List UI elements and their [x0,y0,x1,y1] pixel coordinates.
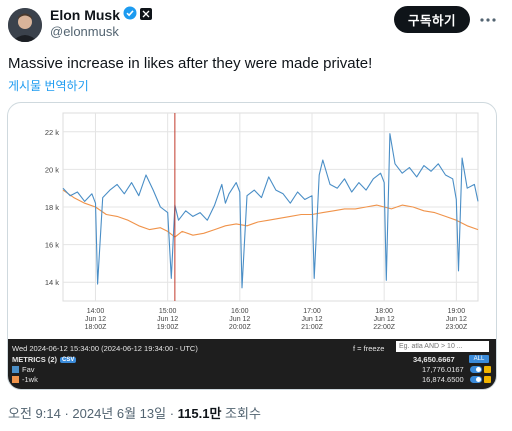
x-tick-label: 15:00 [159,308,177,315]
view-count: 115.1만 [177,406,222,421]
tweet-text: Massive increase in likes after they wer… [8,55,373,72]
x-tick-label: 19:00 [448,308,466,315]
x-tick-label: 18:00Z [85,324,108,331]
verified-badge-icon [123,6,137,23]
series-label-1wk: -1wk [22,375,38,384]
x-tick-label: 23:00Z [445,324,468,331]
x-tick-label: 17:00 [303,308,321,315]
series-color-1wk[interactable] [484,376,491,383]
series-value-fav: 17,776.0167 [422,365,464,374]
x-tick-label: Jun 12 [301,316,322,323]
author-handle[interactable]: @elonmusk [50,24,119,39]
series-label-fav: Fav [22,365,35,374]
series-toggle-fav[interactable] [470,366,482,373]
avatar-image [8,8,42,42]
series-toggle-1wk[interactable] [470,376,482,383]
media-card[interactable]: 22 k 20 k 18 k 16 k 14 k 14:00 Jun 12 18:00Z 15:… [7,102,497,390]
all-toggle-button[interactable]: ALL [469,355,489,363]
metrics-label: METRICS (2) [12,355,57,364]
x-tick-label: 14:00 [87,308,105,315]
metrics-total: 34,650.6667 [413,355,455,364]
author-name[interactable]: Elon Musk [50,6,121,23]
author-name-row[interactable]: Elon Musk [50,6,153,23]
series-swatch-1wk [12,376,19,383]
y-tick-label: 18 k [45,203,59,212]
series-line-1wk [62,189,479,238]
y-tick-label: 22 k [45,128,59,137]
views-label: 조회수 [221,406,261,421]
x-tick-label: 16:00 [231,308,249,315]
avatar[interactable] [8,8,42,42]
x-tick-label: Jun 12 [85,316,106,323]
x-tick-label: Jun 12 [157,316,178,323]
tweet-meta: 오전 9:14 · 2024년 6월 13일 · 115.1만 조회수 [8,403,261,422]
y-tick-label: 20 k [45,165,59,174]
x-tick-label: Jun 12 [374,316,395,323]
y-tick-label: 16 k [45,241,59,250]
translate-link[interactable]: 게시물 번역하기 [8,79,89,93]
post-time[interactable]: 오전 9:14 · 2024년 6월 13일 · [8,406,178,421]
x-tick-label: 19:00Z [157,324,180,331]
x-tick-label: 18:00 [375,308,393,315]
x-tick-label: 21:00Z [301,324,324,331]
x-tick-label: 20:00Z [229,324,252,331]
x-tick-label: Jun 12 [446,316,467,323]
metrics-panel: Wed 2024-06-12 15:34:00 (2024-06-12 19:3… [8,339,496,389]
freeze-hint: f = freeze [353,344,385,353]
panel-timestamp: Wed 2024-06-12 15:34:00 (2024-06-12 19:3… [12,344,198,353]
csv-button[interactable]: CSV [60,356,77,363]
series-swatch-fav [12,366,19,373]
y-tick-label: 14 k [45,278,59,287]
subscribe-button[interactable]: 구독하기 [394,6,470,33]
metric-filter-input[interactable] [396,341,489,352]
more-icon[interactable] [478,10,498,30]
series-line-fav [62,133,479,289]
x-tick-label: Jun 12 [229,316,250,323]
x-tick-label: 22:00Z [373,324,396,331]
series-color-fav[interactable] [484,366,491,373]
x-logo-icon [140,7,153,23]
series-value-1wk: 16,874.6500 [422,375,464,384]
metrics-heading: METRICS (2) CSV [12,355,77,364]
